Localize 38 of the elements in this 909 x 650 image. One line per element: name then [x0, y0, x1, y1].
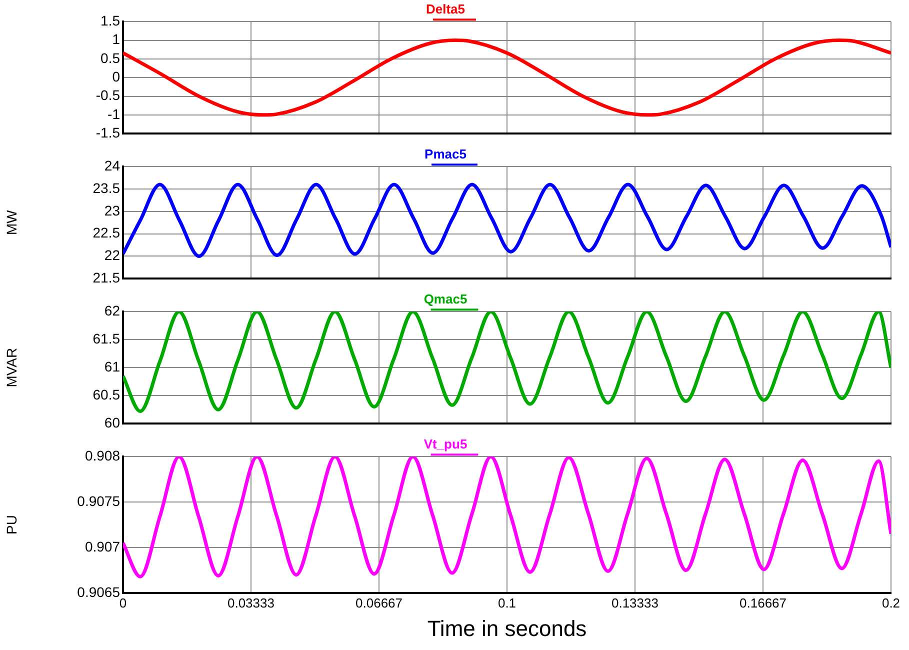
x-tick-label: 0.16667: [740, 595, 787, 610]
x-tick-label: 0.03333: [227, 595, 274, 610]
y-tick-label: 22: [104, 247, 120, 264]
chart-title: Pmac5: [424, 146, 466, 162]
y-tick-label: 0.9065: [77, 584, 120, 600]
y-tick-label: -1.5: [96, 124, 120, 140]
x-tick-label: 0.1: [498, 595, 516, 610]
y-tick-label: -1: [108, 106, 120, 122]
x-tick-label: 0.06667: [356, 595, 403, 610]
chart-title: Vt_pu5: [424, 436, 468, 452]
x-tick-label: 0.13333: [611, 595, 658, 610]
line-series: [123, 182, 891, 258]
y-tick-label: 61.5: [92, 330, 120, 346]
chart-title: Delta5: [426, 1, 466, 16]
y-tick-label: 62: [104, 302, 120, 318]
y-tick-label: 0.9075: [77, 492, 120, 509]
y-tick-label: 1: [112, 31, 120, 48]
y-tick-label: 0.5: [100, 50, 120, 66]
x-tick-label: 0.2: [882, 595, 900, 610]
y-tick-label: 0.908: [84, 447, 120, 464]
y-tick-label: 0: [112, 68, 120, 84]
line-series: [123, 38, 891, 117]
y-tick-label: 1.5: [100, 12, 120, 28]
chart-title: Qmac5: [424, 291, 468, 306]
y-tick-label: 23.5: [92, 180, 120, 196]
y-axis-title: MVAR: [3, 348, 20, 388]
x-axis-title: Time in seconds: [427, 616, 587, 641]
y-tick-label: 60: [104, 414, 120, 430]
y-tick-label: 60.5: [92, 386, 120, 402]
y-tick-label: 24: [104, 157, 120, 174]
y-tick-label: 21.5: [92, 269, 120, 286]
y-axis-title: PU: [3, 515, 20, 535]
y-tick-label: -0.5: [96, 87, 120, 104]
y-tick-label: 23: [104, 202, 120, 218]
y-tick-label: 0.907: [84, 538, 120, 554]
y-tick-label: 22.5: [92, 224, 120, 241]
y-axis-title: MW: [3, 209, 20, 236]
y-tick-label: 61: [104, 358, 120, 374]
